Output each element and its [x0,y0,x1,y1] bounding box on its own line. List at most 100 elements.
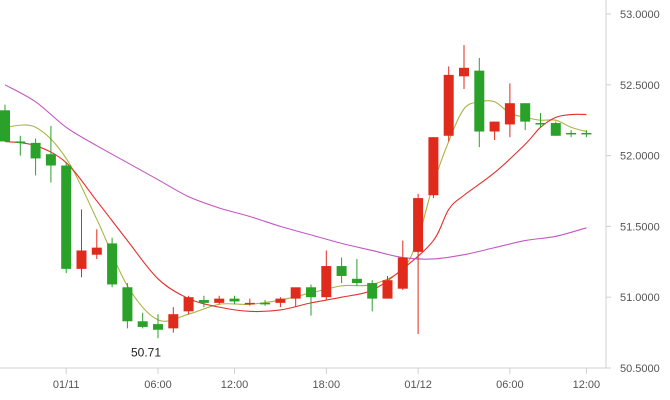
candle-body [153,324,163,330]
candle-body [520,103,531,122]
candle-up [290,287,301,308]
candle-down [229,295,240,305]
candle-down [260,300,271,306]
candle-down [137,312,148,329]
candle-up [504,83,515,138]
candle-up [382,275,393,299]
candle-up [183,295,194,315]
x-tick-label: 06:00 [144,379,172,391]
candle-body [550,123,561,136]
candle-body [168,314,179,329]
y-axis: 53.0000 52.5000 52.0000 51.5000 51.0000 50.50… [605,0,660,375]
candle-body [30,142,41,159]
candle-down [520,103,531,131]
candle-body [137,321,148,327]
candle-down [535,113,546,128]
candle-up [428,137,439,199]
moving-average-line-2 [4,113,587,313]
candle-body [428,137,439,196]
candle-up [321,250,332,301]
candle-body [367,283,378,299]
candle-body [214,298,225,303]
y-tick-label: 52.5000 [620,80,660,92]
candle-down [45,125,56,183]
moving-average-lines [4,84,587,322]
x-tick-label: 01/12 [404,379,432,391]
x-axis: 01/11 06:00 12:00 18:00 01/12 06:00 12:00 [0,367,606,391]
candle-down [122,283,133,329]
candle-body [61,165,72,269]
y-tick-label: 51.0000 [620,292,660,304]
candle-down [474,57,485,148]
x-tick-label: 01/11 [53,379,80,391]
candle-body [581,132,592,135]
moving-average-line-3 [4,84,587,260]
candle-body [76,250,87,269]
y-tick-label: 52.0000 [620,151,660,163]
x-tick-label: 12:00 [221,379,249,391]
candles [0,45,592,339]
candle-body [504,103,515,125]
candle-down [107,237,118,288]
candle-body [336,266,347,276]
x-tick-label: 18:00 [313,379,341,391]
candle-down [0,104,10,142]
candle-body [198,300,209,303]
candle-down [15,135,26,156]
candle-down [566,130,577,138]
candle-body [489,121,500,132]
candle-body [535,123,546,125]
low-price-annotation: 50.71 [131,345,161,359]
candle-body [382,280,393,299]
candle-body [91,247,102,255]
candle-body [260,302,271,305]
y-tick-label: 53.0000 [620,9,660,21]
y-tick-label: 50.5000 [620,363,660,375]
candle-body [443,74,454,136]
candle-up [214,295,225,305]
candle-down [367,280,378,312]
candle-up [413,193,424,335]
candle-down [30,138,41,176]
candle-down [581,130,592,138]
candle-down [306,284,316,316]
candle-body [45,154,56,166]
candle-up [459,45,469,90]
candle-up [489,121,500,141]
candle-down [336,257,347,284]
candle-body [413,198,424,252]
y-tick-label: 51.5000 [620,221,660,233]
candle-body [107,243,118,285]
candle-body [474,70,485,132]
candle-body [321,266,332,298]
candle-body [183,297,194,312]
candle-down [351,258,362,286]
candle-body [566,132,577,135]
candle-body [397,257,408,289]
candle-body [459,67,469,77]
candle-body [15,141,26,143]
candle-up [91,229,102,259]
candle-up [397,240,408,291]
candle-body [275,298,286,303]
candle-body [229,298,240,302]
candle-body [0,110,10,142]
annotations: 50.71 [131,345,161,359]
candle-body [351,278,362,284]
candle-body [290,287,301,299]
candle-body [306,287,316,298]
candle-up [76,209,87,278]
candle-body [244,302,255,305]
candle-down [153,314,163,339]
candle-down [550,121,561,136]
candle-up [244,298,255,306]
x-tick-label: 06:00 [496,379,524,391]
candle-down [198,295,209,308]
candle-up [275,297,286,308]
x-tick-label: 12:00 [573,379,601,391]
candle-up [443,66,454,142]
candle-up [168,307,179,333]
candle-body [122,287,133,322]
candle-down [61,162,72,274]
